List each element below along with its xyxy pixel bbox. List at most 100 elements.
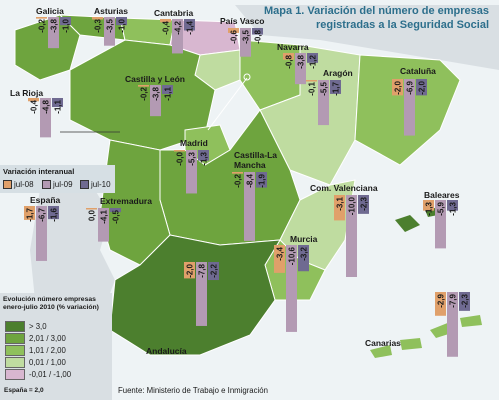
bar-label-baleares-jul-08: -1,3 (425, 201, 434, 215)
bar-la-rioja-jul-08 (28, 98, 39, 102)
bar-asturias-jul-08 (92, 17, 103, 20)
bar-asturias-jul-10 (116, 17, 127, 26)
legend-panel (0, 165, 115, 193)
bar-label-galicia-jul-09: -3,8 (50, 18, 59, 32)
scale-label-3: 1,01 / 2,00 (29, 346, 66, 355)
bar-label-extremadura-jul-09: -4,1 (100, 209, 109, 223)
madrid-pointer-dot (243, 73, 251, 81)
label-madrid: Madrid (180, 138, 208, 148)
bar-castilla-leon-jul-10 (162, 85, 173, 95)
bar-madrid-jul-10 (198, 150, 209, 161)
bar-label-cantabria-jul-10: -1,4 (186, 20, 195, 34)
label-murcia: Murcia (290, 234, 318, 244)
region-castilla-leon-shape[interactable] (69, 39, 216, 151)
map-title: Mapa 1. Variación del número de empresas… (249, 4, 489, 32)
label-pais-vasco: País Vasco (220, 16, 265, 26)
legend-swatch-jul08 (3, 180, 12, 189)
spain-note: España = 2,0 (4, 387, 44, 394)
bar-murcia-jul-09 (286, 245, 297, 332)
bar-canarias-jul-08 (435, 292, 446, 316)
bar-cataluna-jul-09 (404, 79, 415, 136)
bar-aragon-jul-09 (318, 80, 329, 126)
bar-canarias-jul-10 (459, 292, 470, 311)
bar-castilla-leon-jul-08 (138, 85, 149, 87)
bar-label-madrid-jul-08: -0,0 (176, 151, 185, 165)
source-note: Fuente: Ministerio de Trabajo e Inmigrac… (118, 386, 268, 395)
bar-castilla-la-mancha-jul-08 (232, 172, 243, 174)
bar-extremadura-jul-10 (110, 208, 121, 213)
bar-c-valenciana-jul-08 (334, 195, 345, 221)
scale-swatch-2 (5, 333, 25, 344)
bar-label-extremadura-jul-08: 0,0 (88, 209, 97, 221)
bar-label-aragon-jul-09: -5,5 (320, 81, 329, 95)
bar-galicia-jul-09 (48, 17, 59, 49)
bar-navarra-jul-10 (307, 53, 318, 63)
scale-swatch-5 (5, 369, 25, 380)
bar-label-canarias-jul-09: -7,9 (449, 293, 458, 307)
legend-swatch-jul10 (80, 180, 89, 189)
label-navarra: Navarra (277, 42, 309, 52)
bar-chart-layer: -0,2 -3,8 -1,0 -0,3 -3,5 -1,0 -0,4 -4,2 -1,4-0,6… (24, 17, 470, 357)
bar-label-castilla-leon-jul-08: -0,2 (140, 86, 149, 100)
scale-swatch-1 (5, 321, 25, 332)
bar-label-la-rioja-jul-09: -4,8 (42, 99, 51, 113)
legend-label-jul10: jul-10 (91, 180, 111, 189)
bar-pais-vasco-jul-10 (252, 28, 263, 35)
label-espana: España (30, 195, 61, 205)
bar-castilla-la-mancha-jul-10 (256, 172, 267, 188)
region-canarias-island-1[interactable] (370, 345, 392, 358)
legend-label-jul09: jul-09 (53, 180, 73, 189)
label-castilla-leon: Castilla y León (125, 74, 185, 84)
legend-item-jul08: jul-08 (3, 180, 34, 189)
bar-murcia-jul-08 (274, 245, 285, 273)
label-asturias: Asturias (94, 6, 129, 16)
bar-label-navarra-jul-09: -3,8 (297, 54, 306, 68)
label-extremadura: Extremadura (100, 196, 152, 206)
bar-aragon-jul-08 (306, 80, 317, 82)
bar-cantabria-jul-08 (160, 19, 171, 23)
bar-label-baleares-jul-09: -5,9 (437, 201, 446, 215)
bar-navarra-jul-09 (295, 53, 306, 85)
legend-item-jul09: jul-09 (42, 180, 73, 189)
bar-extremadura-jul-09 (98, 208, 109, 242)
bar-baleares-jul-10 (447, 200, 458, 211)
bar-espana-jul-08 (24, 206, 35, 220)
region-andalucia-shape[interactable] (109, 234, 281, 356)
title-line-1: Mapa 1. Variación del número de empresas (264, 5, 489, 17)
label-canarias: Canarias (365, 338, 401, 348)
region-canarias-island-4[interactable] (460, 315, 482, 327)
bar-label-navarra-jul-10: -1,2 (309, 54, 318, 68)
scale-label-2: 2,01 / 3,00 (29, 334, 66, 343)
scale-label-5: -0,01 / -1,00 (29, 370, 72, 379)
bar-label-asturias-jul-09: -3,5 (106, 18, 115, 32)
bar-label-la-rioja-jul-10: -1,1 (54, 99, 63, 113)
bar-baleares-jul-08 (423, 200, 434, 211)
bar-c-valenciana-jul-10 (358, 195, 369, 214)
bar-label-extremadura-jul-10: -0,5 (112, 209, 121, 223)
bar-baleares-jul-09 (435, 200, 446, 249)
bar-label-baleares-jul-10: -1,3 (449, 201, 458, 215)
bar-pais-vasco-jul-08 (228, 28, 239, 33)
region-canarias-island-2[interactable] (400, 338, 422, 350)
bar-label-castilla-leon-jul-09: -3,8 (152, 86, 161, 100)
bar-label-canarias-jul-08: -2,9 (437, 293, 446, 307)
bar-espana-jul-09 (36, 206, 47, 261)
label-c-valenciana: Com. Valenciana (310, 183, 378, 193)
bar-murcia-jul-10 (298, 245, 309, 272)
madrid-pointer-line (207, 77, 248, 131)
bar-andalucia-jul-08 (184, 262, 195, 279)
bar-label-c-valenciana-jul-10: -2,3 (360, 196, 369, 210)
bar-galicia-jul-10 (60, 17, 71, 26)
bar-castilla-leon-jul-09 (150, 85, 161, 117)
title-line-2: registradas a la Seguridad Social (315, 19, 489, 31)
bar-label-espana-jul-09: -6,7 (38, 207, 47, 221)
bar-label-murcia-jul-10: -3,2 (300, 246, 309, 260)
bar-castilla-la-mancha-jul-09 (244, 172, 255, 241)
bar-label-pais-vasco-jul-09: -3,5 (242, 29, 251, 43)
scale-item-2: 2,01 / 3,00 (5, 333, 66, 344)
region-baleares-mallorca[interactable] (395, 215, 420, 232)
bar-label-navarra-jul-08: -0,8 (285, 54, 294, 68)
bar-label-cataluna-jul-09: -6,9 (406, 80, 415, 94)
scale-item-4: 0,01 / 1,00 (5, 357, 66, 368)
